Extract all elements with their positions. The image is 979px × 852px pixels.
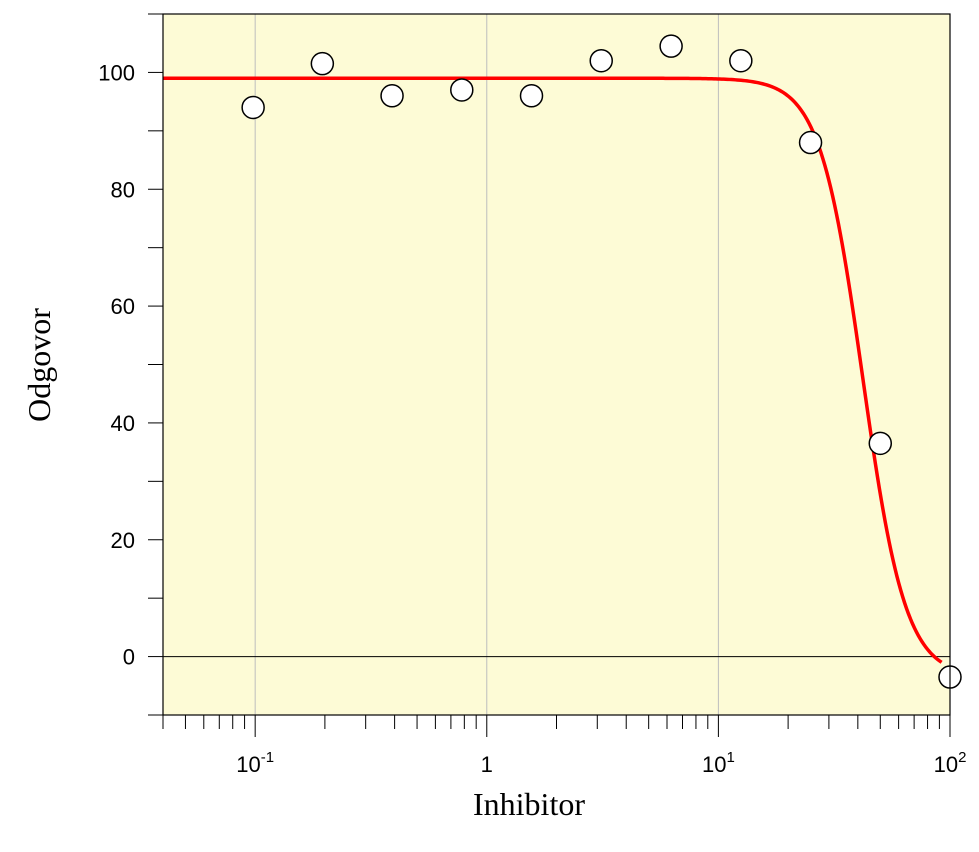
y-tick-label: 0 [123, 645, 135, 670]
x-tick-label: 101 [702, 749, 735, 777]
data-point [450, 78, 474, 102]
data-point [798, 130, 823, 155]
x-gridlines [254, 14, 719, 715]
y-tick-label: 20 [111, 528, 135, 553]
x-tick-label: 102 [934, 749, 967, 777]
data-point [241, 95, 265, 120]
data-point [729, 48, 753, 73]
plot-background [163, 14, 950, 715]
data-point [659, 34, 683, 58]
x-tick-label: 10-1 [236, 749, 274, 777]
x-axis-title: Inhibitor [473, 786, 585, 822]
y-axis-title: Odgovor [21, 308, 57, 422]
data-point [380, 84, 404, 108]
y-tick-label: 60 [111, 294, 135, 319]
data-point [519, 84, 544, 108]
data-point [589, 48, 613, 73]
x-tick-label: 1 [481, 752, 493, 777]
data-point [868, 431, 893, 456]
y-tick-label: 80 [111, 177, 135, 202]
y-tick-label: 100 [98, 60, 135, 85]
y-axis: 0 20 40 60 80 100 [98, 13, 163, 716]
y-tick-label: 40 [111, 411, 135, 436]
fit-curve [163, 76, 943, 664]
x-axis: 10-1 1 101 102 [162, 715, 967, 777]
data-point [310, 51, 335, 76]
